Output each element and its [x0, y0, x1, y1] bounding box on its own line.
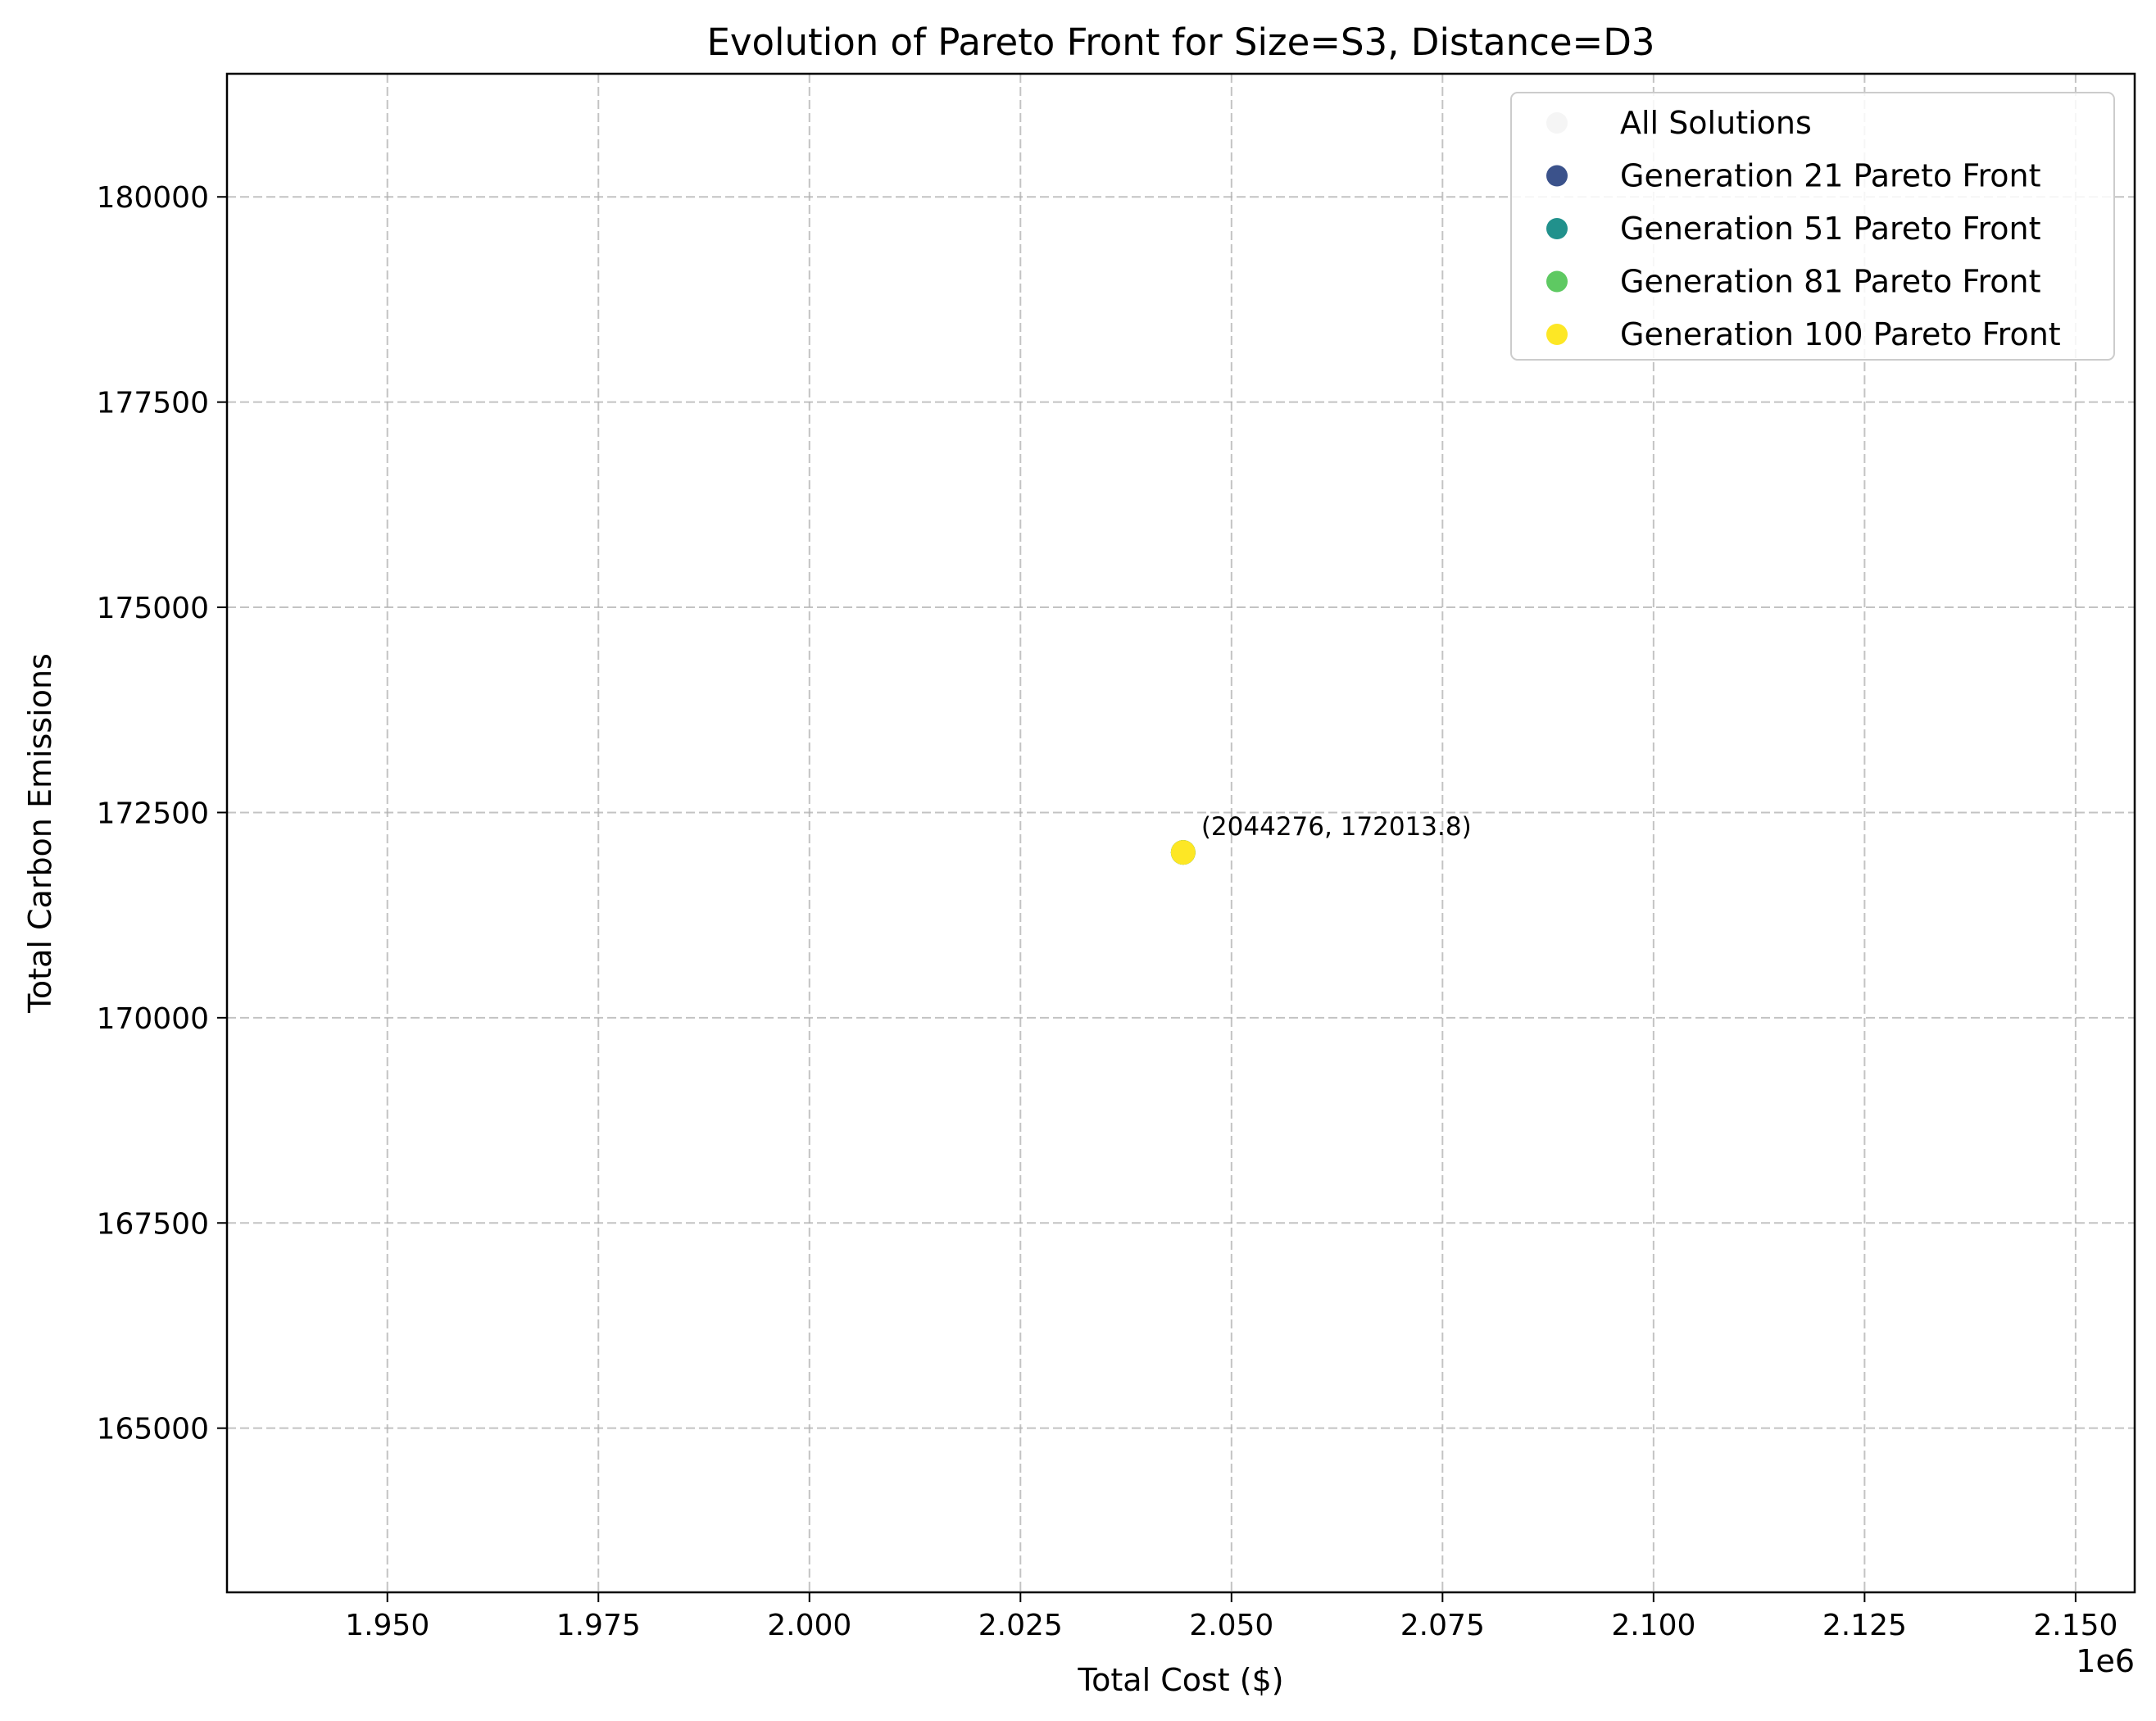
- x-tick-label: 1.975: [556, 1609, 641, 1642]
- y-tick-label: 165000: [97, 1413, 209, 1446]
- y-tick-label: 170000: [97, 1002, 209, 1036]
- x-tick-label: 2.100: [1611, 1609, 1695, 1642]
- x-tick-label: 2.075: [1400, 1609, 1485, 1642]
- legend-label: Generation 51 Pareto Front: [1620, 211, 2041, 247]
- axis-ticks: 1.950 1.975 2.000 2.025 2.050 2.075 2.100 2.125…: [97, 181, 2118, 1642]
- legend-box: [1510, 92, 2115, 361]
- data-points: [1170, 840, 1196, 865]
- x-tick-label: 2.025: [978, 1609, 1063, 1642]
- y-tick-label: 172500: [97, 797, 209, 830]
- x-tick-label: 1.950: [345, 1609, 429, 1642]
- legend: All Solutions Generation 21 Pareto Front G…: [1510, 92, 2115, 361]
- annotations: (2044276, 172013.8): [1201, 812, 1472, 842]
- legend-label: Generation 21 Pareto Front: [1620, 158, 2041, 194]
- plot-area-frame: [225, 72, 2136, 1594]
- legend-marker: [1546, 324, 1568, 345]
- scatter-point: [1170, 840, 1196, 865]
- legend-marker: [1546, 218, 1568, 239]
- y-tick-label: 177500: [97, 387, 209, 420]
- chart-title: Evolution of Pareto Front for Size=S3, D…: [706, 20, 1654, 64]
- legend-label: Generation 81 Pareto Front: [1620, 264, 2041, 300]
- legend-marker: [1546, 112, 1568, 134]
- x-tick-label: 2.150: [2033, 1609, 2117, 1642]
- legend-marker: [1546, 270, 1568, 293]
- x-axis-title: Total Cost ($): [1077, 1662, 1283, 1698]
- legend-label: All Solutions: [1620, 105, 1812, 141]
- y-tick-label: 180000: [97, 181, 209, 215]
- point-annotation: (2044276, 172013.8): [1201, 812, 1472, 842]
- y-tick-label: 167500: [97, 1207, 209, 1241]
- y-tick-label: 175000: [97, 592, 209, 625]
- x-tick-label: 2.000: [767, 1609, 851, 1642]
- legend-marker: [1546, 165, 1568, 187]
- x-axis-offset-label: 1e6: [2076, 1643, 2135, 1679]
- x-tick-label: 2.125: [1822, 1609, 1907, 1642]
- x-tick-label: 2.050: [1189, 1609, 1273, 1642]
- legend-label: Generation 100 Pareto Front: [1620, 316, 2061, 352]
- y-axis-title: Total Carbon Emissions: [22, 653, 58, 1014]
